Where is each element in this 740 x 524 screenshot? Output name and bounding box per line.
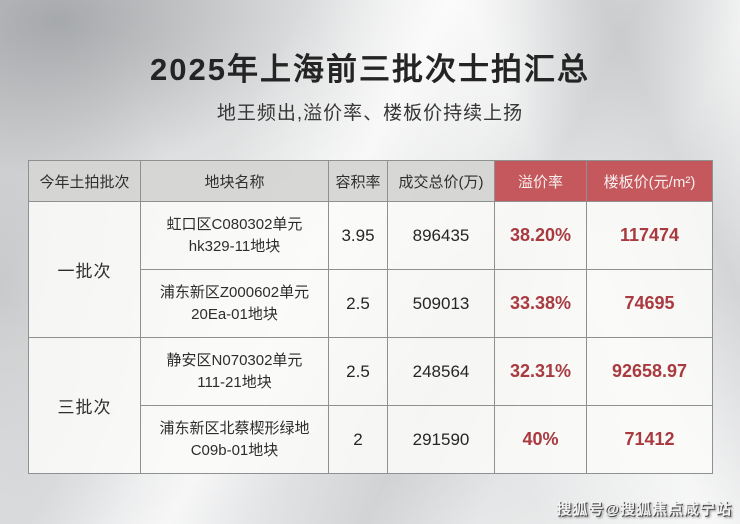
floor-price-cell: 74695 xyxy=(586,269,713,338)
plot-name-line2: 111-21地块 xyxy=(197,373,272,391)
plot-name-cell: 浦东新区Z000602单元 20Ea-01地块 xyxy=(140,269,329,338)
table-row: 浦东新区Z000602单元 20Ea-01地块 2.5 509013 33.38… xyxy=(29,269,713,338)
plot-name-line1: 虹口区C080302单元 xyxy=(166,215,303,233)
plot-name-line1: 静安区N070302单元 xyxy=(166,351,303,369)
premium-cell: 33.38% xyxy=(494,269,587,338)
col-header-premium-rate: 溢价率 xyxy=(494,160,587,202)
batch-label-cell: 一批次 xyxy=(28,201,141,338)
table-row: 三批次 静安区N070302单元 111-21地块 2.5 248564 32.… xyxy=(28,337,713,474)
table-row: 一批次 虹口区C080302单元 hk329-11地块 3.95 896435 … xyxy=(28,201,713,338)
plot-name-line2: 20Ea-01地块 xyxy=(191,305,278,323)
table-row: 浦东新区北蔡楔形绿地 C09b-01地块 2 291590 40% 71412 xyxy=(29,405,713,474)
plot-name-line1: 浦东新区Z000602单元 xyxy=(159,283,310,301)
far-cell: 2 xyxy=(328,405,388,474)
col-header-far: 容积率 xyxy=(328,160,388,202)
plot-name-line2: hk329-11地块 xyxy=(188,237,281,255)
col-header-floor-price: 楼板价(元/m²) xyxy=(586,160,713,202)
total-price-cell: 896435 xyxy=(387,201,495,270)
page-title: 2025年上海前三批次士拍汇总 xyxy=(150,52,590,87)
premium-cell: 32.31% xyxy=(494,337,587,406)
plot-name-line1: 浦东新区北蔡楔形绿地 xyxy=(159,419,310,437)
land-auction-table: 今年土拍批次 地块名称 容积率 成交总价(万) 溢价率 楼板价(元/m²) 一批… xyxy=(28,160,713,474)
plot-name-cell: 静安区N070302单元 111-21地块 xyxy=(140,337,329,406)
premium-cell: 40% xyxy=(494,405,587,474)
total-price-cell: 291590 xyxy=(387,405,495,474)
total-price-cell: 509013 xyxy=(387,269,495,338)
far-cell: 2.5 xyxy=(328,269,388,338)
floor-price-cell: 117474 xyxy=(586,201,713,270)
col-header-plot-name: 地块名称 xyxy=(140,160,329,202)
batch-label-cell: 三批次 xyxy=(28,337,141,474)
floor-price-cell: 92658.97 xyxy=(586,337,713,406)
table-header-row: 今年土拍批次 地块名称 容积率 成交总价(万) 溢价率 楼板价(元/m²) xyxy=(28,160,713,202)
plot-name-cell: 虹口区C080302单元 hk329-11地块 xyxy=(140,201,329,270)
far-cell: 2.5 xyxy=(328,337,388,406)
watermark: 搜狐号@搜狐焦点咸宁站 xyxy=(556,501,732,518)
premium-cell: 38.20% xyxy=(494,201,587,270)
plot-name-line2: C09b-01地块 xyxy=(190,441,279,459)
far-cell: 3.95 xyxy=(328,201,388,270)
col-header-total-price: 成交总价(万) xyxy=(387,160,495,202)
total-price-cell: 248564 xyxy=(387,337,495,406)
plot-name-cell: 浦东新区北蔡楔形绿地 C09b-01地块 xyxy=(140,405,329,474)
page-subtitle: 地王频出,溢价率、楼板价持续上扬 xyxy=(216,103,524,124)
floor-price-cell: 71412 xyxy=(586,405,713,474)
col-header-batch: 今年土拍批次 xyxy=(28,160,141,202)
